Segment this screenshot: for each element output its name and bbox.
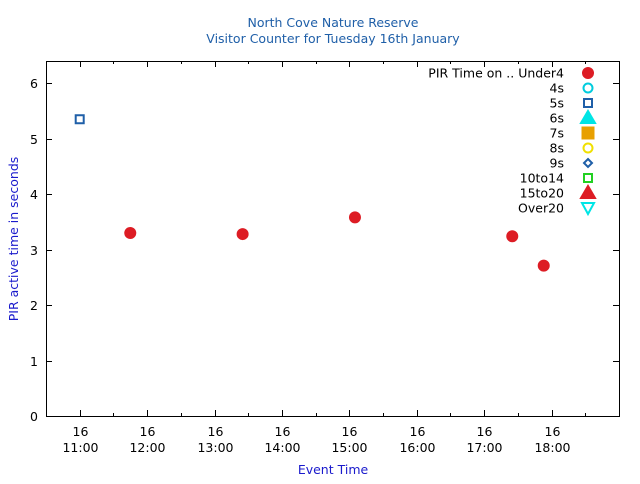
x-tick-time-label: 11:00	[62, 440, 98, 455]
x-tick-day-label: 16	[477, 424, 493, 439]
legend-marker	[581, 126, 595, 140]
x-tick-day-label: 16	[73, 424, 89, 439]
legend-label: 4s	[550, 81, 564, 96]
y-tick-label: 5	[30, 132, 38, 147]
x-tick-time-label: 12:00	[129, 440, 165, 455]
legend-marker	[582, 67, 594, 79]
data-point	[124, 226, 137, 239]
x-axis-label: Event Time	[298, 462, 369, 477]
y-tick-label: 3	[30, 243, 38, 258]
legend-marker	[582, 157, 594, 169]
x-tick-day-label: 16	[410, 424, 426, 439]
y-tick-label: 6	[30, 76, 38, 91]
data-point	[236, 228, 249, 241]
x-tick-time-label: 14:00	[264, 440, 300, 455]
data-points	[74, 114, 550, 272]
legend-label: 8s	[550, 141, 564, 156]
y-tick-label: 0	[30, 409, 38, 424]
legend-marker	[582, 82, 594, 94]
legend: PIR Time on .. Under44s5s6s7s8s9s10to141…	[428, 66, 597, 217]
data-point	[74, 114, 85, 125]
x-tick-time-label: 17:00	[466, 440, 502, 455]
data-point	[348, 211, 361, 224]
y-tick-label: 4	[30, 187, 38, 202]
legend-marker	[583, 98, 593, 108]
chart-subtitle: Visitor Counter for Tuesday 16th January	[206, 31, 460, 46]
legend-marker	[579, 109, 597, 124]
x-tick-time-label: 16:00	[399, 440, 435, 455]
chart-title: North Cove Nature Reserve	[248, 15, 419, 30]
data-point	[506, 230, 519, 243]
legend-label: 5s	[550, 96, 564, 111]
x-tick-day-label: 16	[545, 424, 561, 439]
data-point	[537, 259, 550, 272]
x-tick-time-label: 18:00	[534, 440, 570, 455]
y-tick-label: 1	[30, 354, 38, 369]
legend-label: 9s	[550, 156, 564, 171]
x-tick-day-label: 16	[208, 424, 224, 439]
legend-label: 6s	[550, 111, 564, 126]
legend-label: 10to14	[520, 171, 564, 186]
x-tick-day-label: 16	[342, 424, 358, 439]
legend-label: 15to20	[520, 186, 564, 201]
y-axis-label: PIR active time in seconds	[6, 157, 21, 322]
axis-ticks: 01234561611:001612:001613:001614:001615:…	[30, 61, 619, 455]
legend-label: PIR Time on .. Under4	[428, 66, 564, 81]
legend-label: Over20	[518, 201, 564, 216]
y-tick-label: 2	[30, 298, 38, 313]
x-tick-time-label: 15:00	[331, 440, 367, 455]
legend-label: 7s	[550, 126, 564, 141]
legend-marker	[580, 202, 596, 217]
legend-marker	[579, 184, 597, 199]
x-tick-day-label: 16	[140, 424, 156, 439]
legend-marker	[583, 173, 593, 183]
plot-frame	[46, 61, 620, 417]
legend-marker	[582, 142, 594, 154]
x-tick-day-label: 16	[275, 424, 291, 439]
x-tick-time-label: 13:00	[197, 440, 233, 455]
